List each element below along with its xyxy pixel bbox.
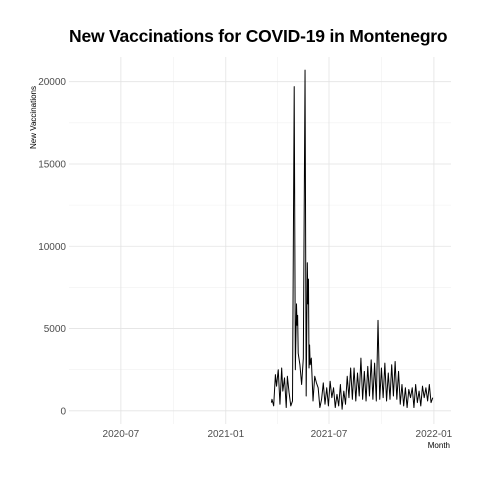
chart-title: New Vaccinations for COVID-19 in Montene… — [69, 26, 448, 46]
x-tick-label: 2021-07 — [311, 429, 348, 440]
y-tick-label: 5000 — [44, 324, 67, 335]
x-axis-label: Month — [427, 441, 450, 450]
x-tick-label: 2022-01 — [416, 429, 453, 440]
x-tick-label: 2021-01 — [207, 429, 244, 440]
y-tick-label: 15000 — [38, 159, 66, 170]
grid-layer — [69, 57, 451, 424]
y-tick-label: 20000 — [38, 77, 66, 88]
y-tick-label: 10000 — [38, 242, 66, 253]
series-line-0 — [270, 69, 434, 410]
x-tick-label: 2020-07 — [103, 429, 140, 440]
tick-label-layer: 0 5000 10000 15000 20000 2020-07 2021-01 2021-0… — [38, 77, 452, 440]
series-layer — [270, 69, 434, 410]
y-tick-label: 0 — [60, 406, 66, 417]
